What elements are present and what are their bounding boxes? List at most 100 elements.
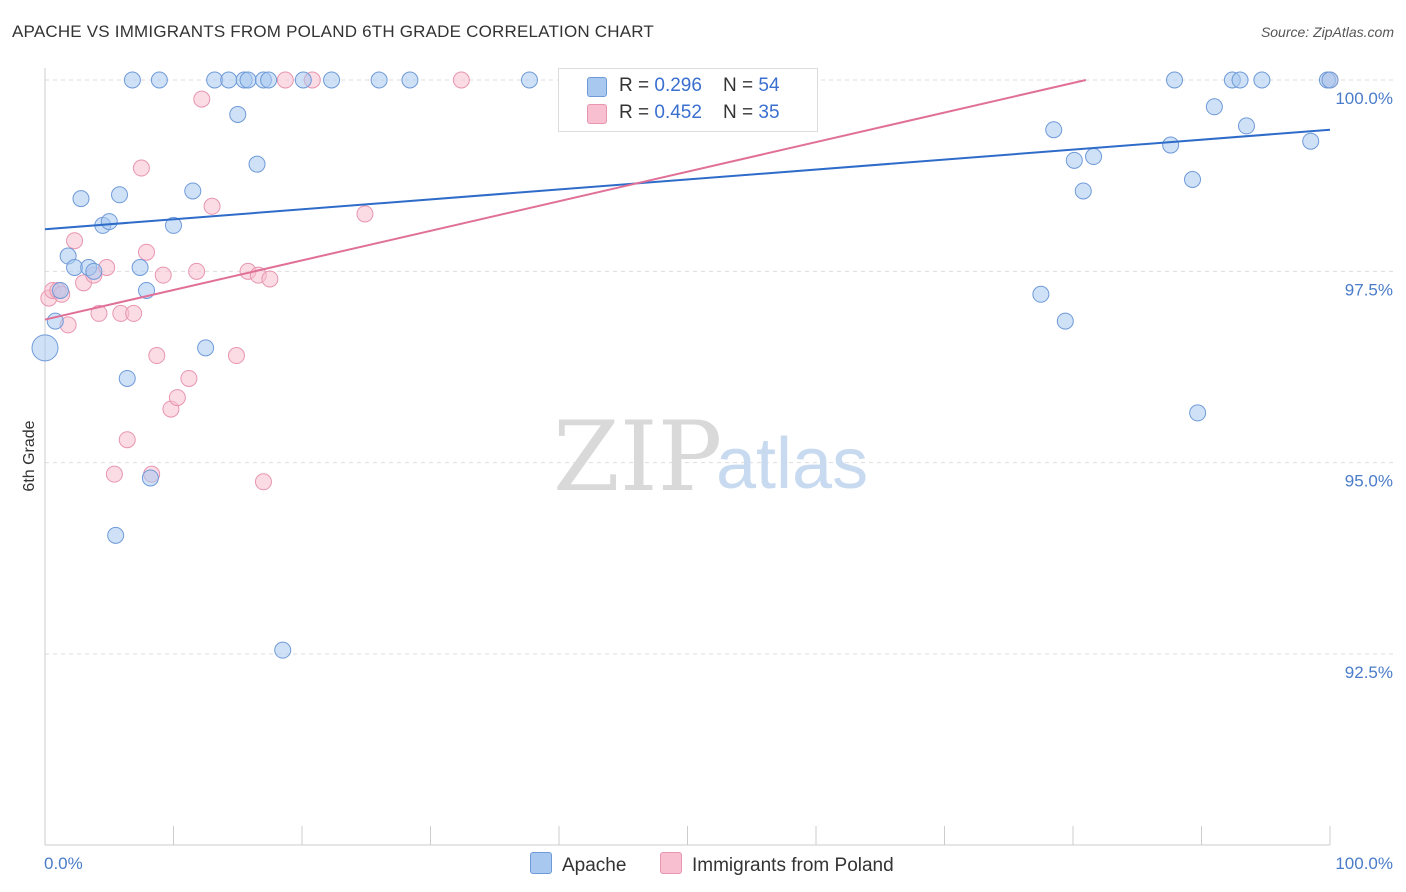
poland-point [203,197,221,215]
bottom-poland-label: Immigrants from Poland [692,855,894,876]
x-tick-label: 0.0% [44,854,83,873]
poland-point [66,232,84,250]
x-tick-label: 100.0% [1335,854,1393,873]
poland-trendline [44,79,1087,321]
apache-point [51,281,69,299]
bottom-legend-poland: Immigrants from Poland [660,852,894,877]
poland-n-label: N = [723,102,759,123]
apache-point [197,339,215,357]
apache-point [141,469,159,487]
apache-point [1032,285,1050,303]
apache-point [229,105,247,123]
gridlines [45,79,1395,655]
bottom-poland-swatch [660,852,682,874]
apache-point [123,71,141,89]
poland-point [193,90,211,108]
apache-point [1237,117,1255,135]
poland-point [168,389,186,407]
apache-point [520,71,538,89]
bottom-apache-swatch [530,852,552,874]
apache-point [1166,71,1184,89]
apache-point [111,186,129,204]
y-tick-label: 95.0% [1345,472,1393,491]
apache-n-label: N = [723,75,759,96]
apache-point [260,71,278,89]
poland-point [254,473,272,491]
poland-point [227,347,245,365]
apache-point [1162,136,1180,154]
apache-point [1065,151,1083,169]
apache-point [370,71,388,89]
apache-point [150,71,168,89]
poland-point [132,159,150,177]
poland-point [118,431,136,449]
apache-point [66,259,84,277]
watermark-zip: ZIP [553,401,722,513]
poland-point [180,369,198,387]
poland-point [276,71,294,89]
apache-point [1189,404,1207,422]
apache-r-label: R = [619,75,655,96]
trendlines [44,79,1331,321]
apache-point [1074,182,1092,200]
apache-point [1056,312,1074,330]
apache-point [72,190,90,208]
poland-n-value: 35 [758,102,780,123]
chart-title: APACHE VS IMMIGRANTS FROM POLAND 6TH GRA… [12,22,655,41]
watermark-atlas: atlas [716,424,868,504]
apache-point [85,262,103,280]
bottom-apache-label: Apache [562,855,627,876]
poland-r-label: R = [619,102,655,123]
apache-point [1253,71,1271,89]
apache-point [220,71,238,89]
apache-point [1231,71,1249,89]
watermark: ZIP atlas [553,401,868,513]
apache-point [131,259,149,277]
apache-point [165,216,182,234]
y-tick-labels: 92.5% 95.0% 97.5% 100.0% [1335,89,1393,682]
bottom-legend-apache: Apache [530,852,626,877]
apache-swatch [587,77,607,97]
poland-point [105,465,123,483]
poland-point [90,304,108,322]
apache-point [274,641,292,659]
poland-point [148,347,166,365]
poland-point [138,243,156,261]
apache-point [1085,148,1103,166]
apache-point [31,334,59,362]
poland-swatch [587,104,607,124]
axes [44,68,1331,846]
apache-point [184,182,202,200]
poland-point [452,71,470,89]
apache-point [248,155,266,173]
apache-point [1321,71,1339,89]
poland-point [356,205,374,223]
apache-trendline [44,128,1331,231]
apache-point [1205,98,1223,116]
x-tick-labels: 0.0% 100.0% [44,854,1393,873]
y-tick-label: 92.5% [1345,663,1393,682]
apache-point [401,71,419,89]
y-tick-label: 97.5% [1345,280,1393,299]
apache-points [31,71,1339,659]
apache-point [206,71,224,89]
poland-point [261,270,279,288]
apache-r-value: 0.296 [654,75,702,96]
source-label: Source: ZipAtlas.com [1260,24,1394,40]
apache-point [107,526,125,544]
apache-point [1302,132,1320,150]
y-axis-label: 6th Grade [21,420,38,491]
apache-point [323,71,341,89]
apache-point [239,71,257,89]
poland-point [125,304,143,322]
apache-n-value: 54 [758,75,780,96]
apache-point [118,369,136,387]
apache-point [100,213,118,231]
poland-r-value: 0.452 [654,102,702,123]
poland-point [154,266,172,284]
legend-box: R = 0.296 N = 54 R = 0.452 N = 35 [558,68,818,132]
y-tick-label: 100.0% [1335,89,1393,108]
apache-point [294,71,312,89]
apache-point [1184,170,1202,188]
